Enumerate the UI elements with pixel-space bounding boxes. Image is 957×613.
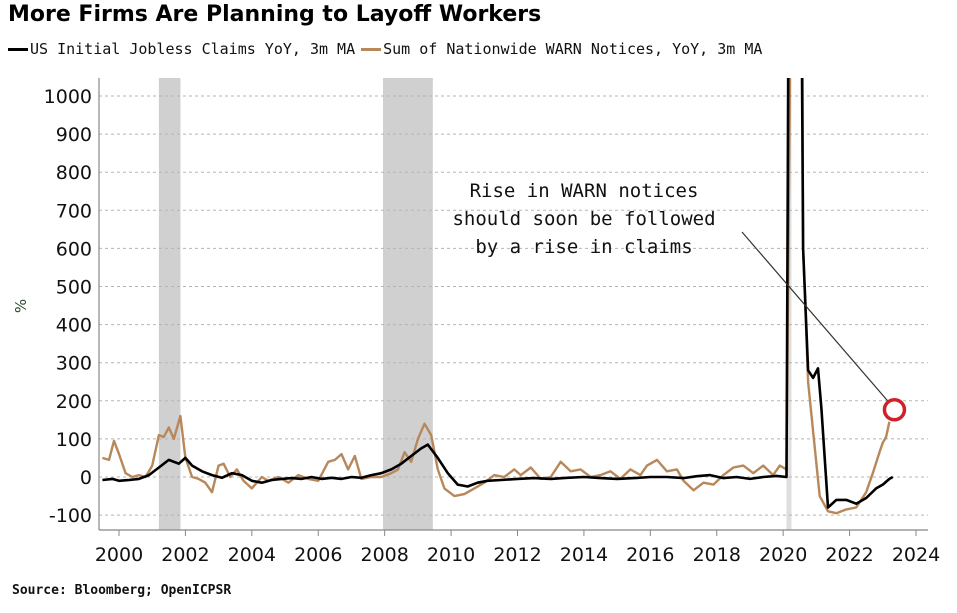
y-tick-label: 900	[56, 124, 92, 146]
x-tick-label: 2016	[626, 544, 674, 566]
annotation-line-1: Rise in WARN notices	[470, 180, 699, 202]
y-tick-label: 700	[56, 200, 92, 222]
x-tick-label: 2000	[95, 544, 143, 566]
y-tick-label: 100	[56, 429, 92, 451]
source-note: Source: Bloomberg; OpenICPSR	[12, 583, 232, 598]
series-line-warn	[102, 78, 891, 515]
chart-legend: US Initial Jobless Claims YoY, 3m MA Sum…	[8, 40, 768, 58]
x-tick-label: 2010	[427, 544, 475, 566]
legend-label-warn: Sum of Nationwide WARN Notices, YoY, 3m …	[383, 40, 763, 58]
highlight-circle	[882, 398, 907, 422]
legend-label-claims: US Initial Jobless Claims YoY, 3m MA	[30, 40, 356, 58]
axes-group	[98, 78, 928, 536]
y-tick-label: 0	[80, 467, 92, 489]
legend-item-claims: US Initial Jobless Claims YoY, 3m MA	[8, 40, 355, 58]
x-tick-label: 2006	[294, 544, 342, 566]
y-tick-label: 800	[56, 162, 92, 184]
x-tick-label: 2024	[892, 544, 940, 566]
x-tick-label: 2020	[759, 544, 807, 566]
y-axis-label: %	[12, 299, 30, 313]
y-tick-label: 400	[56, 315, 92, 337]
series-line-claims	[102, 78, 894, 509]
x-tick-label: 2014	[560, 544, 608, 566]
legend-swatch-warn	[361, 47, 382, 51]
x-tick-label: 2008	[360, 544, 408, 566]
annotation-line-2: should soon be followed	[452, 208, 715, 230]
y-tick-label: 1000	[44, 86, 92, 108]
annotation-arrow	[741, 231, 889, 403]
x-tick-label: 2002	[161, 544, 209, 566]
recession-band	[383, 78, 433, 530]
series-group	[102, 78, 894, 515]
annotation-line-3: by a rise in claims	[475, 236, 692, 258]
x-tick-label: 2012	[493, 544, 541, 566]
chart-title: More Firms Are Planning to Layoff Worker…	[8, 2, 542, 27]
y-tick-label: -100	[49, 505, 92, 527]
x-tick-label: 2022	[825, 544, 873, 566]
recession-band	[158, 78, 181, 530]
y-tick-label: 600	[56, 238, 92, 260]
x-tick-label: 2004	[228, 544, 276, 566]
y-tick-label: 200	[56, 391, 92, 413]
y-tick-label: 500	[56, 277, 92, 299]
y-tick-label: 300	[56, 353, 92, 375]
legend-swatch-claims	[8, 47, 28, 51]
recession-shading-group	[158, 78, 792, 530]
legend-item-warn: Sum of Nationwide WARN Notices, YoY, 3m …	[361, 40, 762, 58]
x-tick-label: 2018	[693, 544, 741, 566]
annotation-group: Rise in WARN notices should soon be foll…	[452, 180, 907, 422]
x-tick-labels: 2000 2002 2004 2006 2008 2010 2012 2014 2016 2018…	[95, 544, 940, 566]
